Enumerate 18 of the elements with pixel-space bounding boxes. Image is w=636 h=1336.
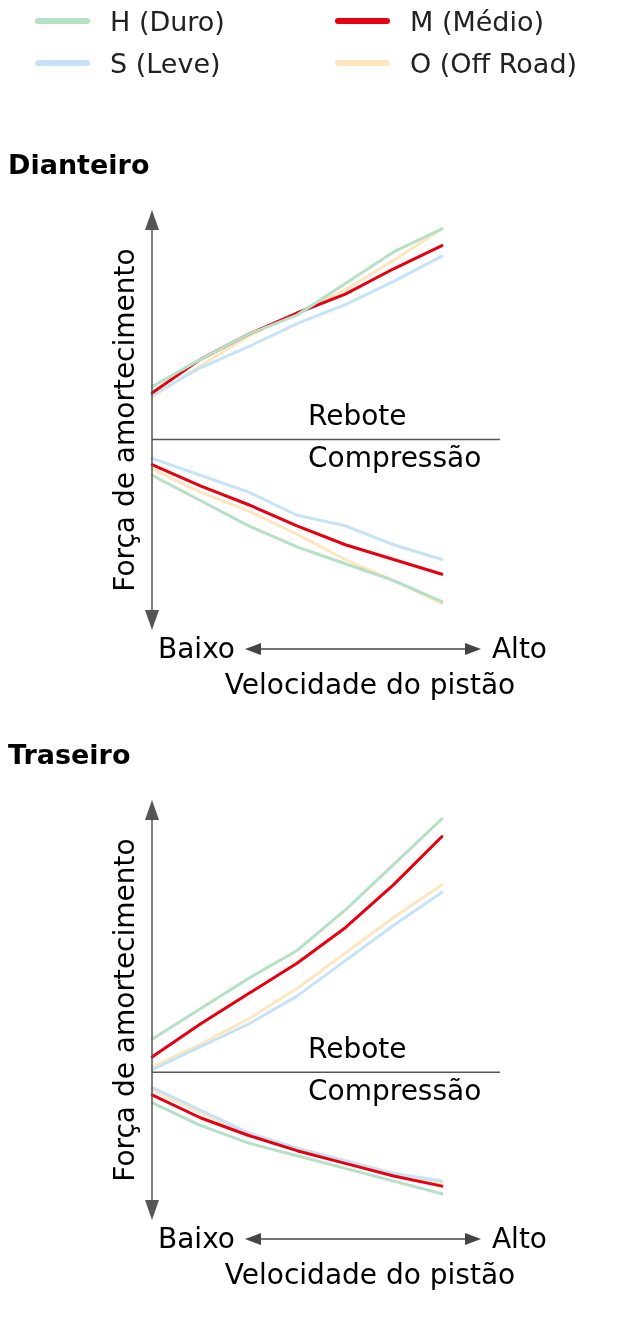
chart-title: Traseiro (8, 739, 131, 770)
text: Baixo (158, 632, 235, 665)
legend-label: S (Leve) (110, 47, 221, 79)
legend-label: O (Off Road) (410, 47, 578, 79)
annotation: Rebote (308, 1032, 407, 1066)
x-axis-title: Velocidade do pistão (224, 668, 516, 701)
x-axis-title: Velocidade do pistão (224, 1258, 516, 1291)
annotation: Compressão (308, 1074, 482, 1108)
text: Alto (491, 1222, 547, 1255)
chart-title: Dianteiro (8, 149, 150, 180)
y-axis-title: Força de amortecimento (107, 838, 141, 1182)
text: Baixo (158, 1222, 235, 1255)
legend-label: M (Médio) (410, 5, 545, 37)
y-axis-title: Força de amortecimento (107, 248, 141, 592)
annotation: Rebote (308, 399, 407, 433)
legend-label: H (Duro) (110, 5, 225, 37)
text: Alto (491, 632, 547, 665)
annotation: Compressão (308, 441, 482, 475)
